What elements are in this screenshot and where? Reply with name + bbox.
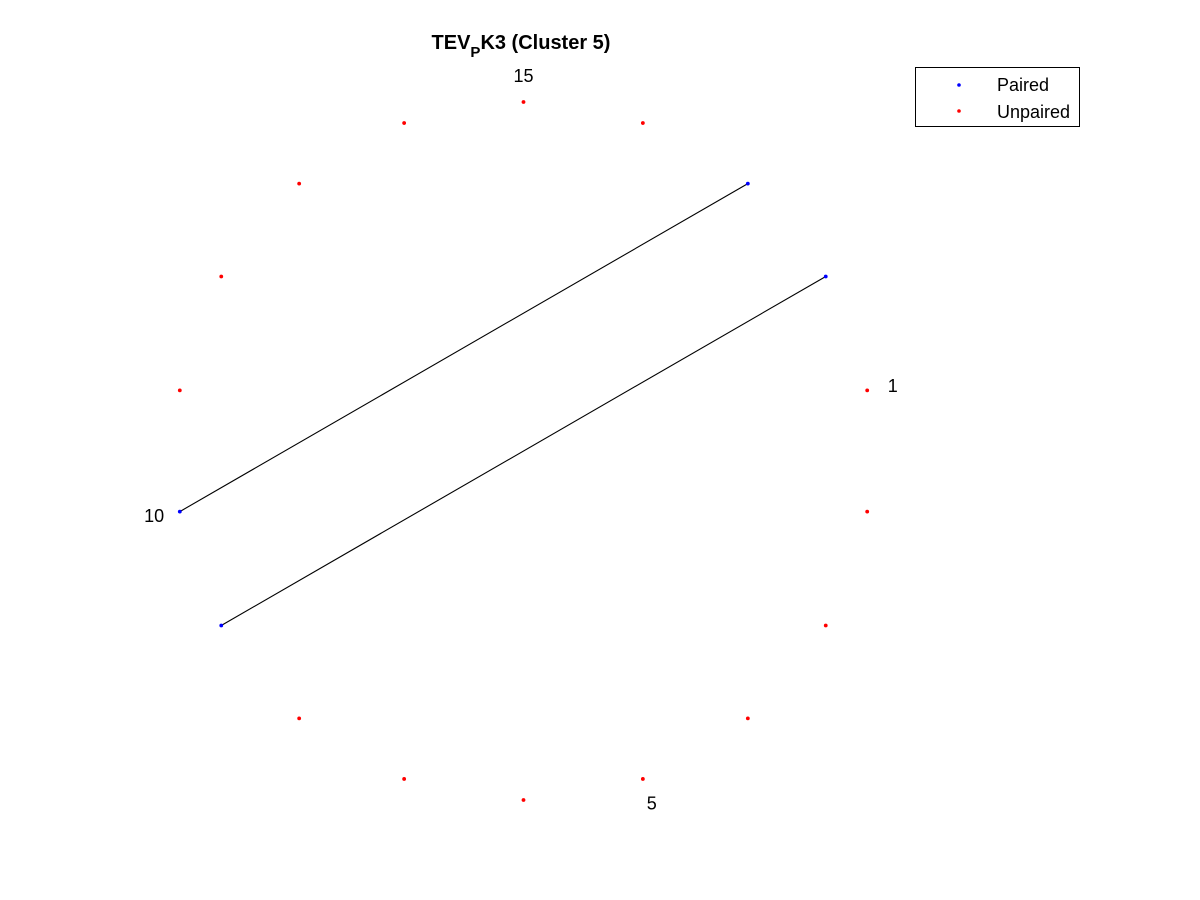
position-dot-7 bbox=[402, 777, 407, 781]
position-dot-4 bbox=[745, 716, 750, 721]
position-label-1: 1 bbox=[888, 376, 898, 396]
pair-line-9-18 bbox=[220, 276, 827, 626]
legend-paired-marker bbox=[957, 83, 961, 87]
position-label-5: 5 bbox=[647, 793, 657, 813]
pair-lines bbox=[179, 183, 827, 626]
legend: Paired Unpaired bbox=[915, 67, 1080, 127]
position-dot-17 bbox=[745, 181, 750, 186]
position-dot-16 bbox=[640, 121, 645, 125]
position-dot-14 bbox=[402, 121, 407, 125]
legend-box bbox=[915, 67, 1080, 127]
position-dot-3 bbox=[823, 623, 828, 628]
title-prefix: TEV bbox=[432, 32, 472, 54]
position-dot-18 bbox=[823, 274, 828, 279]
position-dot-1 bbox=[865, 388, 870, 393]
position-dot-5 bbox=[640, 777, 645, 781]
position-dot-10 bbox=[177, 509, 182, 514]
chart-title: TEVPK3 (Cluster 5) bbox=[432, 32, 611, 61]
position-dot-13 bbox=[297, 181, 302, 186]
position-label-15: 15 bbox=[513, 66, 533, 86]
legend-unpaired-marker bbox=[957, 109, 961, 113]
position-dot-6 bbox=[521, 798, 526, 802]
legend-unpaired-label: Unpaired bbox=[997, 102, 1070, 122]
position-dots bbox=[177, 100, 870, 802]
position-dot-9 bbox=[219, 623, 224, 628]
pair-line-10-17 bbox=[179, 183, 749, 513]
position-dot-2 bbox=[865, 509, 870, 514]
position-dot-8 bbox=[297, 716, 302, 721]
legend-paired-label: Paired bbox=[997, 75, 1049, 95]
title-subscript: P bbox=[470, 44, 480, 61]
title-suffix: K3 (Cluster 5) bbox=[480, 32, 610, 54]
position-label-10: 10 bbox=[144, 506, 164, 526]
position-dot-15 bbox=[521, 100, 526, 104]
position-dot-11 bbox=[177, 388, 182, 393]
position-dot-12 bbox=[219, 274, 224, 279]
